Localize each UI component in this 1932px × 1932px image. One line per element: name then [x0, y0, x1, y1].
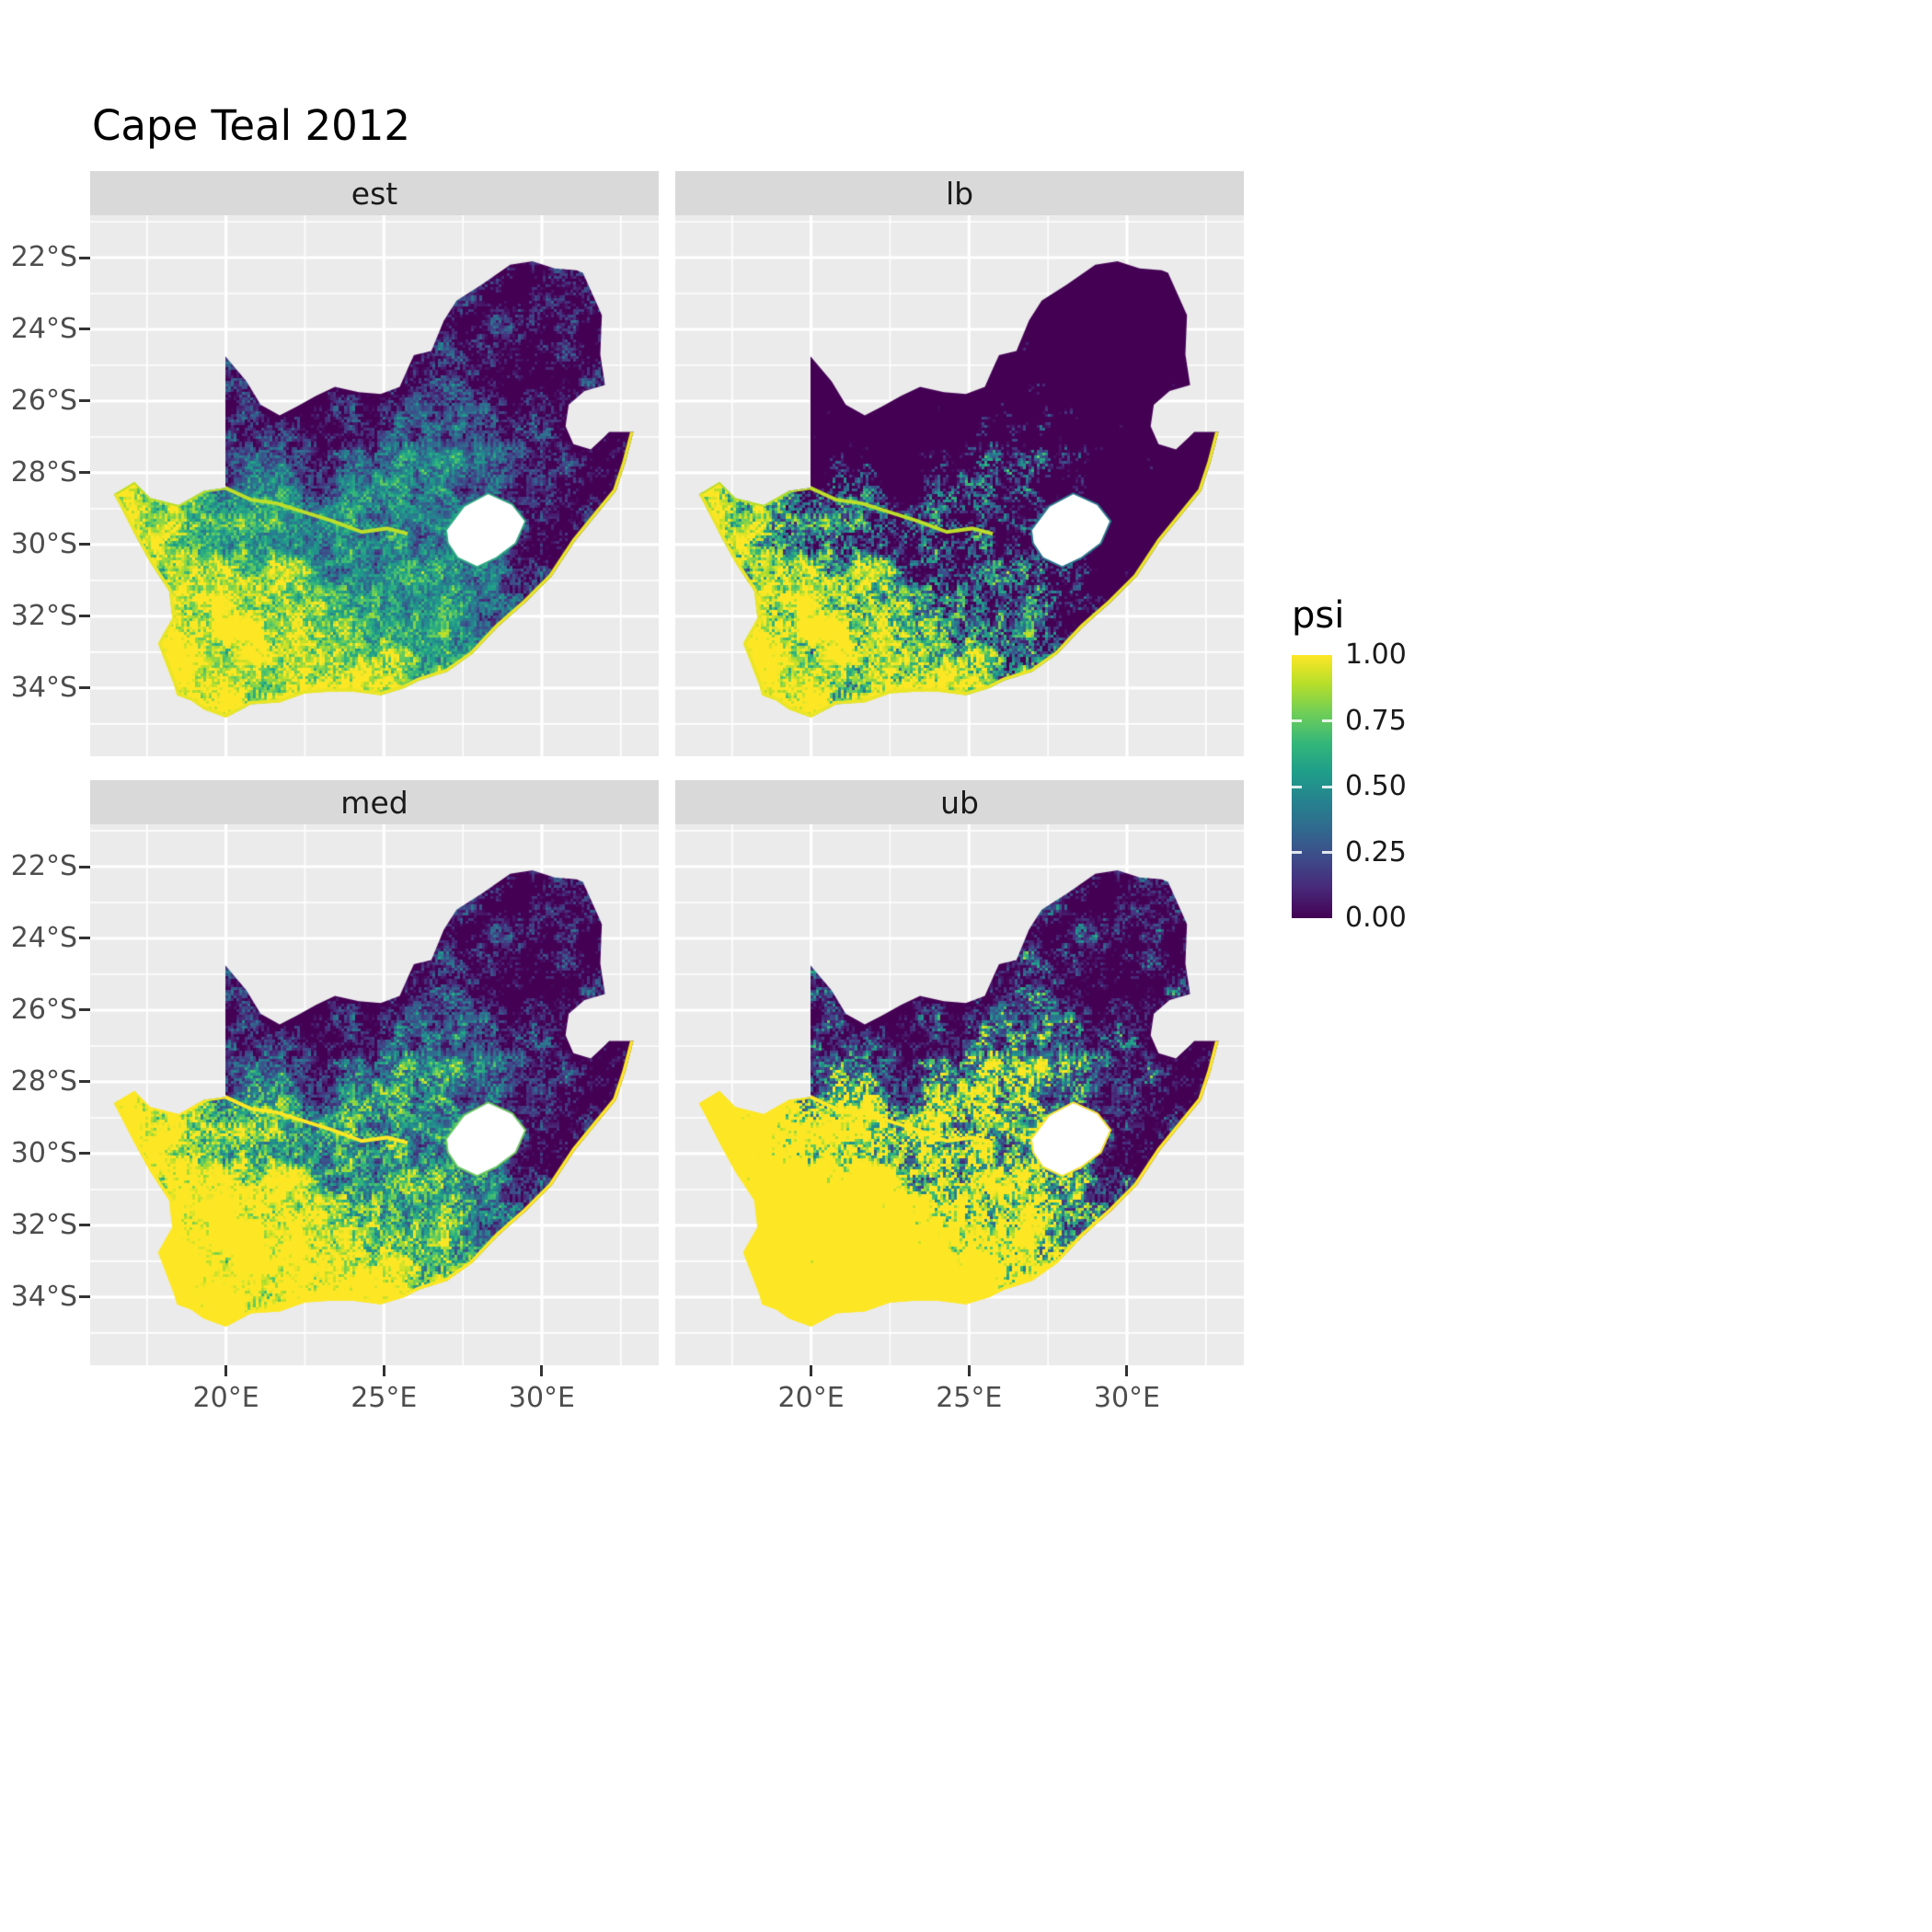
x-axis-tick-label: 30°E: [1093, 1382, 1161, 1414]
legend-tick-mark: [1292, 785, 1302, 788]
x-axis-tick-mark: [1125, 1365, 1129, 1376]
y-axis-tick-label: 32°S: [10, 599, 77, 632]
y-axis-tick-label: 26°S: [10, 993, 77, 1026]
facet-med: med: [90, 780, 659, 1365]
legend-title: psi: [1292, 594, 1345, 637]
y-axis-tick-mark: [79, 471, 90, 475]
legend-tick-label: 1.00: [1345, 638, 1407, 671]
legend-tick-mark: [1322, 851, 1332, 854]
legend-tick-mark: [1292, 719, 1302, 722]
x-axis-tick-label: 25°E: [351, 1382, 418, 1414]
y-axis-tick-label: 26°S: [10, 384, 77, 417]
facet-est: est: [90, 171, 659, 756]
y-axis-tick-label: 28°S: [10, 1064, 77, 1098]
x-axis-tick-mark: [224, 1365, 228, 1376]
map-panel-med: [90, 824, 659, 1365]
y-axis-tick-label: 30°S: [10, 1136, 77, 1169]
y-axis-tick-mark: [79, 615, 90, 618]
y-axis-tick-label: 28°S: [10, 455, 77, 489]
map-panel-est: [90, 215, 659, 756]
y-axis-tick-mark: [79, 1295, 90, 1299]
legend-tick-label: 0.75: [1345, 704, 1407, 737]
y-axis-tick-mark: [79, 256, 90, 259]
y-axis-tick-mark: [79, 937, 90, 940]
y-axis-tick-label: 30°S: [10, 527, 77, 560]
x-axis-tick-label: 20°E: [777, 1382, 845, 1414]
map-panel-lb: [675, 215, 1244, 756]
x-axis-tick-label: 20°E: [192, 1382, 259, 1414]
legend-tick-mark: [1292, 851, 1302, 854]
map-panel-ub: [675, 824, 1244, 1365]
y-axis-tick-label: 24°S: [10, 312, 77, 345]
plot-title: Cape Teal 2012: [92, 101, 410, 150]
y-axis-tick-label: 24°S: [10, 921, 77, 954]
legend-tick-label: 0.25: [1345, 835, 1407, 868]
y-axis-tick-label: 34°S: [10, 1280, 77, 1313]
legend-tick-label: 0.00: [1345, 902, 1407, 934]
y-axis-tick-label: 32°S: [10, 1208, 77, 1241]
facet-strip-med: med: [90, 780, 659, 824]
y-axis-tick-label: 34°S: [10, 671, 77, 704]
facet-strip-lb: lb: [675, 171, 1244, 215]
facet-strip-ub: ub: [675, 780, 1244, 824]
facet-strip-est: est: [90, 171, 659, 215]
x-axis-tick-label: 25°E: [936, 1382, 1003, 1414]
y-axis-tick-mark: [79, 399, 90, 403]
facet-ub: ub: [675, 780, 1244, 1365]
x-axis-tick-label: 30°E: [508, 1382, 576, 1414]
legend-tick-mark: [1322, 785, 1332, 788]
y-axis-tick-mark: [79, 1224, 90, 1227]
y-axis-tick-mark: [79, 328, 90, 331]
x-axis-tick-mark: [382, 1365, 385, 1376]
x-axis-tick-mark: [967, 1365, 971, 1376]
x-axis-tick-mark: [540, 1365, 544, 1376]
y-axis-tick-mark: [79, 1008, 90, 1012]
y-axis-tick-mark: [79, 543, 90, 546]
legend-tick-mark: [1322, 719, 1332, 722]
y-axis-tick-label: 22°S: [10, 850, 77, 882]
x-axis-tick-mark: [810, 1365, 813, 1376]
legend-tick-label: 0.50: [1345, 770, 1407, 802]
y-axis-tick-mark: [79, 1152, 90, 1156]
y-axis-tick-mark: [79, 686, 90, 690]
y-axis-tick-mark: [79, 865, 90, 868]
facet-lb: lb: [675, 171, 1244, 756]
y-axis-tick-label: 22°S: [10, 241, 77, 273]
y-axis-tick-mark: [79, 1080, 90, 1084]
